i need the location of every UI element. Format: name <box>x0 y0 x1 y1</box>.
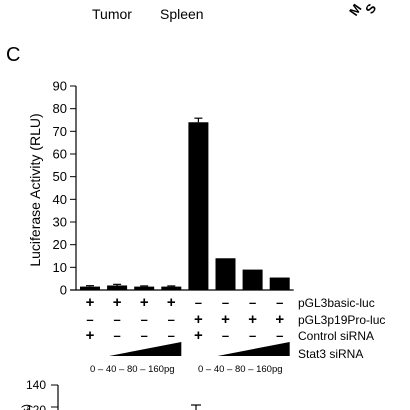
condition-row-label: pGL3p19Pro-luc <box>298 313 385 327</box>
dose-wedges: 0 – 40 – 80 – 160pg 0 – 40 – 80 – 160pg <box>90 342 290 375</box>
condition-mark: + <box>194 311 203 328</box>
y-axis-label: Luciferase Activity (RLU) <box>27 113 43 266</box>
dose-wedge <box>217 342 290 356</box>
condition-row-label: pGL3basic-luc <box>298 296 375 310</box>
condition-mark: + <box>167 294 176 311</box>
condition-mark: – <box>249 328 256 343</box>
y-tick-label: 0 <box>60 283 67 298</box>
condition-mark: – <box>141 312 148 327</box>
bar <box>80 286 100 290</box>
y-axis: 0 10 20 30 40 50 60 70 80 90 <box>53 79 294 298</box>
y-tick-label: 30 <box>53 215 67 230</box>
tumor-label: Tumor <box>92 6 132 22</box>
bars <box>80 117 290 291</box>
condition-mark: – <box>113 312 120 327</box>
next-panel-ylabel-fragment: s) <box>19 404 33 410</box>
condition-row-label: Stat3 siRNA <box>298 347 363 361</box>
condition-mark: – <box>168 328 175 343</box>
condition-mark: – <box>222 295 229 310</box>
condition-mark: – <box>276 295 283 310</box>
next-panel-ytick-140: 140 <box>26 378 46 392</box>
dose-wedge-label: 0 – 40 – 80 – 160pg <box>198 364 283 375</box>
condition-row-label: Control siRNA <box>298 329 374 343</box>
condition-mark: + <box>86 294 95 311</box>
condition-mark: + <box>248 311 257 328</box>
condition-mark: – <box>141 328 148 343</box>
bar <box>107 285 128 290</box>
condition-mark: – <box>276 328 283 343</box>
y-tick-label: 90 <box>53 79 67 94</box>
condition-mark: + <box>113 294 122 311</box>
bar <box>188 122 209 291</box>
bar <box>161 286 182 290</box>
spleen-label: Spleen <box>160 6 204 22</box>
y-tick-label: 40 <box>53 192 67 207</box>
y-tick-label: 50 <box>53 169 67 184</box>
condition-mark: + <box>194 327 203 344</box>
y-tick-label: 20 <box>53 237 67 252</box>
dose-wedge <box>109 342 182 356</box>
condition-mark: + <box>86 327 95 344</box>
condition-mark: – <box>168 312 175 327</box>
condition-mark: – <box>86 312 93 327</box>
panel-letter: C <box>6 44 21 66</box>
condition-mark: + <box>275 311 284 328</box>
condition-mark: – <box>113 328 120 343</box>
y-tick-label: 10 <box>53 260 67 275</box>
condition-mark: – <box>249 295 256 310</box>
condition-mark: + <box>221 311 230 328</box>
bar <box>215 258 236 290</box>
y-tick-label: 70 <box>53 124 67 139</box>
bar <box>269 277 290 290</box>
condition-mark: + <box>140 294 149 311</box>
next-panel-ytick-partial: 120 <box>26 403 46 410</box>
bar <box>242 269 263 290</box>
bar <box>134 286 155 290</box>
y-tick-label: 60 <box>53 147 67 162</box>
condition-mark: – <box>222 328 229 343</box>
condition-table: + + + + – – – – pGL3basic-luc– – – – + + + + pGL3p19Pro-… <box>86 294 386 361</box>
dose-wedge-label: 0 – 40 – 80 – 160pg <box>90 364 175 375</box>
condition-mark: – <box>195 295 202 310</box>
y-tick-label: 80 <box>53 101 67 116</box>
